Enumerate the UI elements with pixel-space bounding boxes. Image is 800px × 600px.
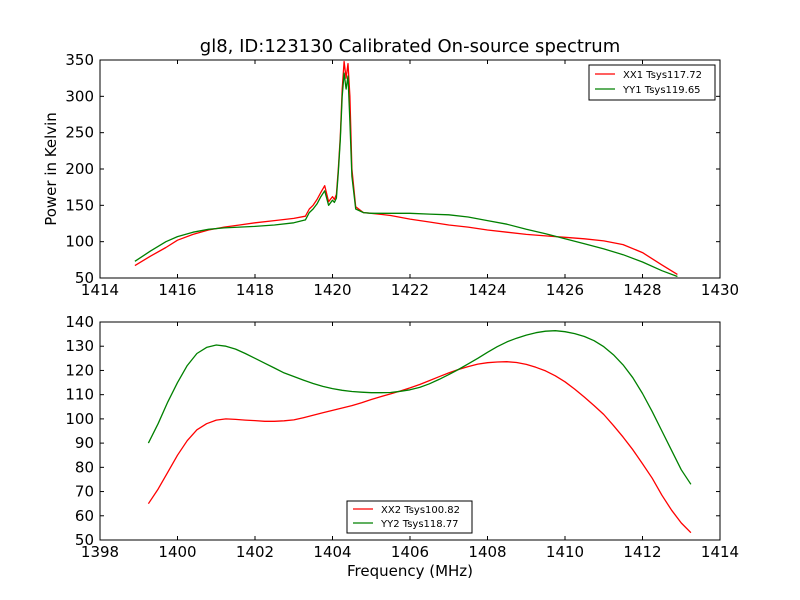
bottom-series-line-yy2 bbox=[147, 330, 692, 485]
bottom-y-tick-label: 90 bbox=[75, 434, 94, 452]
bottom-y-tick-label: 130 bbox=[65, 337, 94, 355]
top-chart-title: gl8, ID:123130 Calibrated On-source spec… bbox=[200, 36, 620, 57]
bottom-x-tick-label: 1398 bbox=[81, 543, 119, 561]
top-x-tick-label: 1416 bbox=[158, 281, 196, 299]
bottom-y-tick-label: 70 bbox=[75, 483, 94, 501]
bottom-series-group bbox=[147, 330, 692, 534]
bottom-x-tick-label: 1414 bbox=[701, 543, 739, 561]
bottom-x-tick-label: 1410 bbox=[546, 543, 584, 561]
bottom-legend-box bbox=[346, 500, 473, 534]
top-legend-label-yy1: YY1 Tsys119.65 bbox=[622, 85, 701, 96]
top-y-tick-label: 200 bbox=[65, 160, 94, 178]
top-series-line-xx1 bbox=[134, 60, 678, 275]
top-x-tick-label: 1414 bbox=[81, 281, 119, 299]
top-y-tick-label: 350 bbox=[65, 51, 94, 69]
top-x-tick-label: 1426 bbox=[546, 281, 584, 299]
top-y-tick-label: 100 bbox=[65, 233, 94, 251]
bottom-axis-ticks: 1398 1400 1402 1404 1406 1408 1410 1412 1414 50 60… bbox=[65, 313, 739, 561]
bottom-y-tick-label: 100 bbox=[65, 410, 94, 428]
top-x-tick-label: 1430 bbox=[701, 281, 739, 299]
bottom-legend-label-yy2: YY2 Tsys118.77 bbox=[380, 519, 459, 530]
top-x-tick-label: 1428 bbox=[623, 281, 661, 299]
bottom-series-line-xx2 bbox=[147, 361, 692, 534]
top-x-tick-label: 1422 bbox=[391, 281, 429, 299]
bottom-x-tick-label: 1402 bbox=[236, 543, 274, 561]
bottom-legend: XX2 Tsys100.82 YY2 Tsys118.77 bbox=[346, 500, 473, 534]
bottom-y-tick-label: 80 bbox=[75, 458, 94, 476]
top-y-tick-label: 50 bbox=[75, 269, 94, 287]
bottom-x-tick-label: 1406 bbox=[391, 543, 429, 561]
bottom-y-tick-label: 60 bbox=[75, 507, 94, 525]
top-x-tick-label: 1420 bbox=[313, 281, 351, 299]
bottom-x-tick-label: 1412 bbox=[623, 543, 661, 561]
bottom-y-tick-label: 140 bbox=[65, 313, 94, 331]
top-y-tick-label: 300 bbox=[65, 87, 94, 105]
top-y-tick-label: 250 bbox=[65, 124, 94, 142]
top-axis-ticks: 1414 1416 1418 1420 1422 1424 1426 1428 1430 50 10… bbox=[65, 51, 739, 299]
bottom-y-tick-label: 120 bbox=[65, 361, 94, 379]
top-legend-label-xx1: XX1 Tsys117.72 bbox=[623, 70, 702, 81]
top-x-tick-label: 1424 bbox=[468, 281, 506, 299]
bottom-x-tick-label: 1408 bbox=[468, 543, 506, 561]
top-legend: XX1 Tsys117.72 YY1 Tsys119.65 bbox=[588, 64, 716, 101]
bottom-y-tick-label: 50 bbox=[75, 531, 94, 549]
top-y-tick-label: 150 bbox=[65, 196, 94, 214]
top-plot: gl8, ID:123130 Calibrated On-source spec… bbox=[42, 36, 739, 299]
top-series-group bbox=[134, 60, 678, 278]
bottom-x-axis-label: Frequency (MHz) bbox=[347, 562, 473, 580]
bottom-legend-label-xx2: XX2 Tsys100.82 bbox=[381, 505, 460, 516]
top-y-axis-label: Power in Kelvin bbox=[42, 112, 60, 226]
top-legend-box bbox=[588, 64, 716, 101]
bottom-x-tick-label: 1400 bbox=[158, 543, 196, 561]
bottom-plot: 1398 1400 1402 1404 1406 1408 1410 1412 1414 50 60… bbox=[65, 313, 739, 580]
top-series-line-yy1 bbox=[134, 72, 678, 278]
bottom-y-tick-label: 110 bbox=[65, 386, 94, 404]
bottom-x-tick-label: 1404 bbox=[313, 543, 351, 561]
top-x-tick-label: 1418 bbox=[236, 281, 274, 299]
